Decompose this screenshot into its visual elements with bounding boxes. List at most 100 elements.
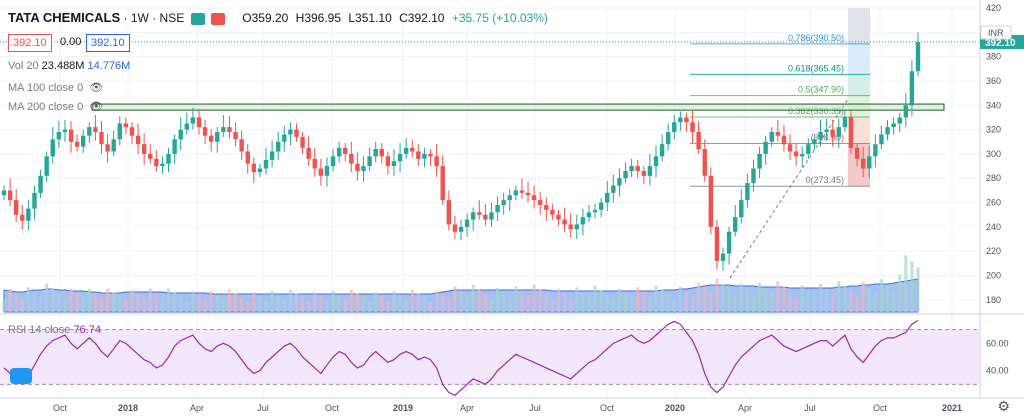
volume-bar — [739, 283, 743, 312]
candle-body — [123, 123, 129, 128]
candle-body — [775, 132, 781, 136]
candle-body — [745, 183, 750, 201]
candle-body — [87, 127, 92, 136]
badge-icon[interactable] — [210, 12, 225, 25]
volume-bar — [8, 288, 12, 312]
volume-bar — [691, 295, 695, 312]
volume-bar — [825, 289, 829, 312]
candle-body — [714, 226, 720, 261]
time-tick-label: Apr — [460, 403, 474, 413]
volume-bar — [471, 284, 475, 312]
candle-body — [830, 129, 835, 137]
interval-label[interactable]: 1W — [130, 11, 149, 25]
volume-bar — [593, 285, 597, 312]
volume-bar — [313, 292, 317, 312]
volume-bar — [142, 298, 146, 312]
rsi-label: RSI 14 close — [8, 324, 71, 336]
sell-price-box[interactable]: 392.10 — [8, 34, 52, 52]
fib-zone — [848, 143, 870, 187]
candle-body — [26, 208, 31, 221]
candle-body — [562, 219, 567, 225]
candle-body — [538, 200, 543, 205]
ma200-legend[interactable]: MA 200 close 0 👁 — [8, 100, 103, 113]
volume-bar — [636, 287, 640, 312]
volume-bar — [538, 289, 542, 312]
candle-body — [781, 135, 787, 145]
volume-bar — [282, 298, 286, 312]
volume-bar — [301, 297, 305, 312]
volume-bar — [611, 299, 615, 312]
candle-body — [818, 132, 823, 140]
candle-body — [416, 151, 421, 159]
volume-bar — [167, 288, 171, 312]
volume-bar — [837, 280, 841, 312]
volume-legend[interactable]: Vol 20 23.488M 14.776M — [8, 60, 130, 72]
candle-body — [812, 139, 817, 145]
volume-bar — [861, 282, 865, 312]
candle-body — [312, 158, 317, 169]
symbol-name[interactable]: TATA CHEMICALS — [8, 10, 121, 25]
candle-body — [891, 123, 896, 128]
volume-bar — [843, 286, 847, 312]
volume-bar — [118, 296, 122, 312]
candle-body — [672, 122, 677, 133]
volume-bar — [264, 299, 268, 312]
buy-price-box[interactable]: 392.10 — [86, 34, 130, 52]
candle-body — [336, 147, 342, 157]
candle-body — [1, 190, 7, 196]
volume-bar — [605, 294, 609, 312]
candle-body — [56, 132, 62, 140]
volume-bar — [319, 296, 323, 312]
candle-body — [684, 117, 689, 123]
volume-bar — [362, 297, 366, 312]
eye-off-icon[interactable]: 👁 — [89, 82, 104, 94]
candle-body — [860, 158, 866, 169]
volume-bar — [648, 296, 652, 312]
volume-bar — [81, 297, 85, 312]
volume-bar — [879, 279, 883, 312]
ohlc-high: H396.95 — [295, 11, 342, 25]
volume-bar — [209, 290, 213, 312]
candle-body — [233, 132, 238, 140]
volume-bar — [410, 289, 414, 312]
candle-body — [544, 204, 549, 210]
volume-bar — [221, 298, 225, 312]
candle-body — [873, 144, 878, 157]
candle-body — [288, 129, 293, 135]
volume-bar — [39, 295, 43, 312]
volume-label: Vol 20 — [8, 60, 39, 72]
candle-body — [690, 122, 695, 133]
eye-off-icon[interactable]: 👁 — [89, 101, 104, 113]
candle-body — [410, 147, 415, 152]
volume-bar — [191, 291, 195, 312]
ma100-legend[interactable]: MA 100 close 0 👁 — [8, 81, 103, 94]
candle-body — [769, 132, 774, 142]
price-tick-label: 300 — [986, 149, 1001, 159]
price-tick-label: 180 — [986, 295, 1001, 305]
volume-bar — [867, 288, 871, 312]
rsi-band — [0, 329, 980, 385]
volume-bar — [63, 298, 67, 312]
candle-body — [531, 195, 537, 201]
candle-body — [617, 178, 622, 186]
candle-body — [239, 139, 244, 152]
candle-body — [836, 127, 841, 137]
interval-sep: · — [152, 11, 160, 25]
candle-body — [141, 144, 147, 154]
volume-bar — [386, 299, 390, 312]
rsi-legend[interactable]: RSI 14 close 76.74 — [8, 324, 101, 336]
time-tick-label: 2020 — [665, 403, 685, 413]
candle-body — [422, 153, 427, 159]
volume-ma-value: 14.776M — [87, 60, 131, 72]
badge-icon[interactable] — [190, 12, 205, 25]
settings-icon[interactable]: ⚙ — [997, 398, 1010, 414]
volume-bar — [14, 294, 18, 312]
candle-body — [257, 168, 263, 173]
spread-value: 0.00 — [60, 36, 82, 48]
volume-bar — [599, 290, 603, 312]
candle-body — [276, 141, 281, 152]
volume-bar — [392, 290, 396, 312]
candle-body — [93, 127, 98, 133]
candle-body — [166, 153, 171, 164]
